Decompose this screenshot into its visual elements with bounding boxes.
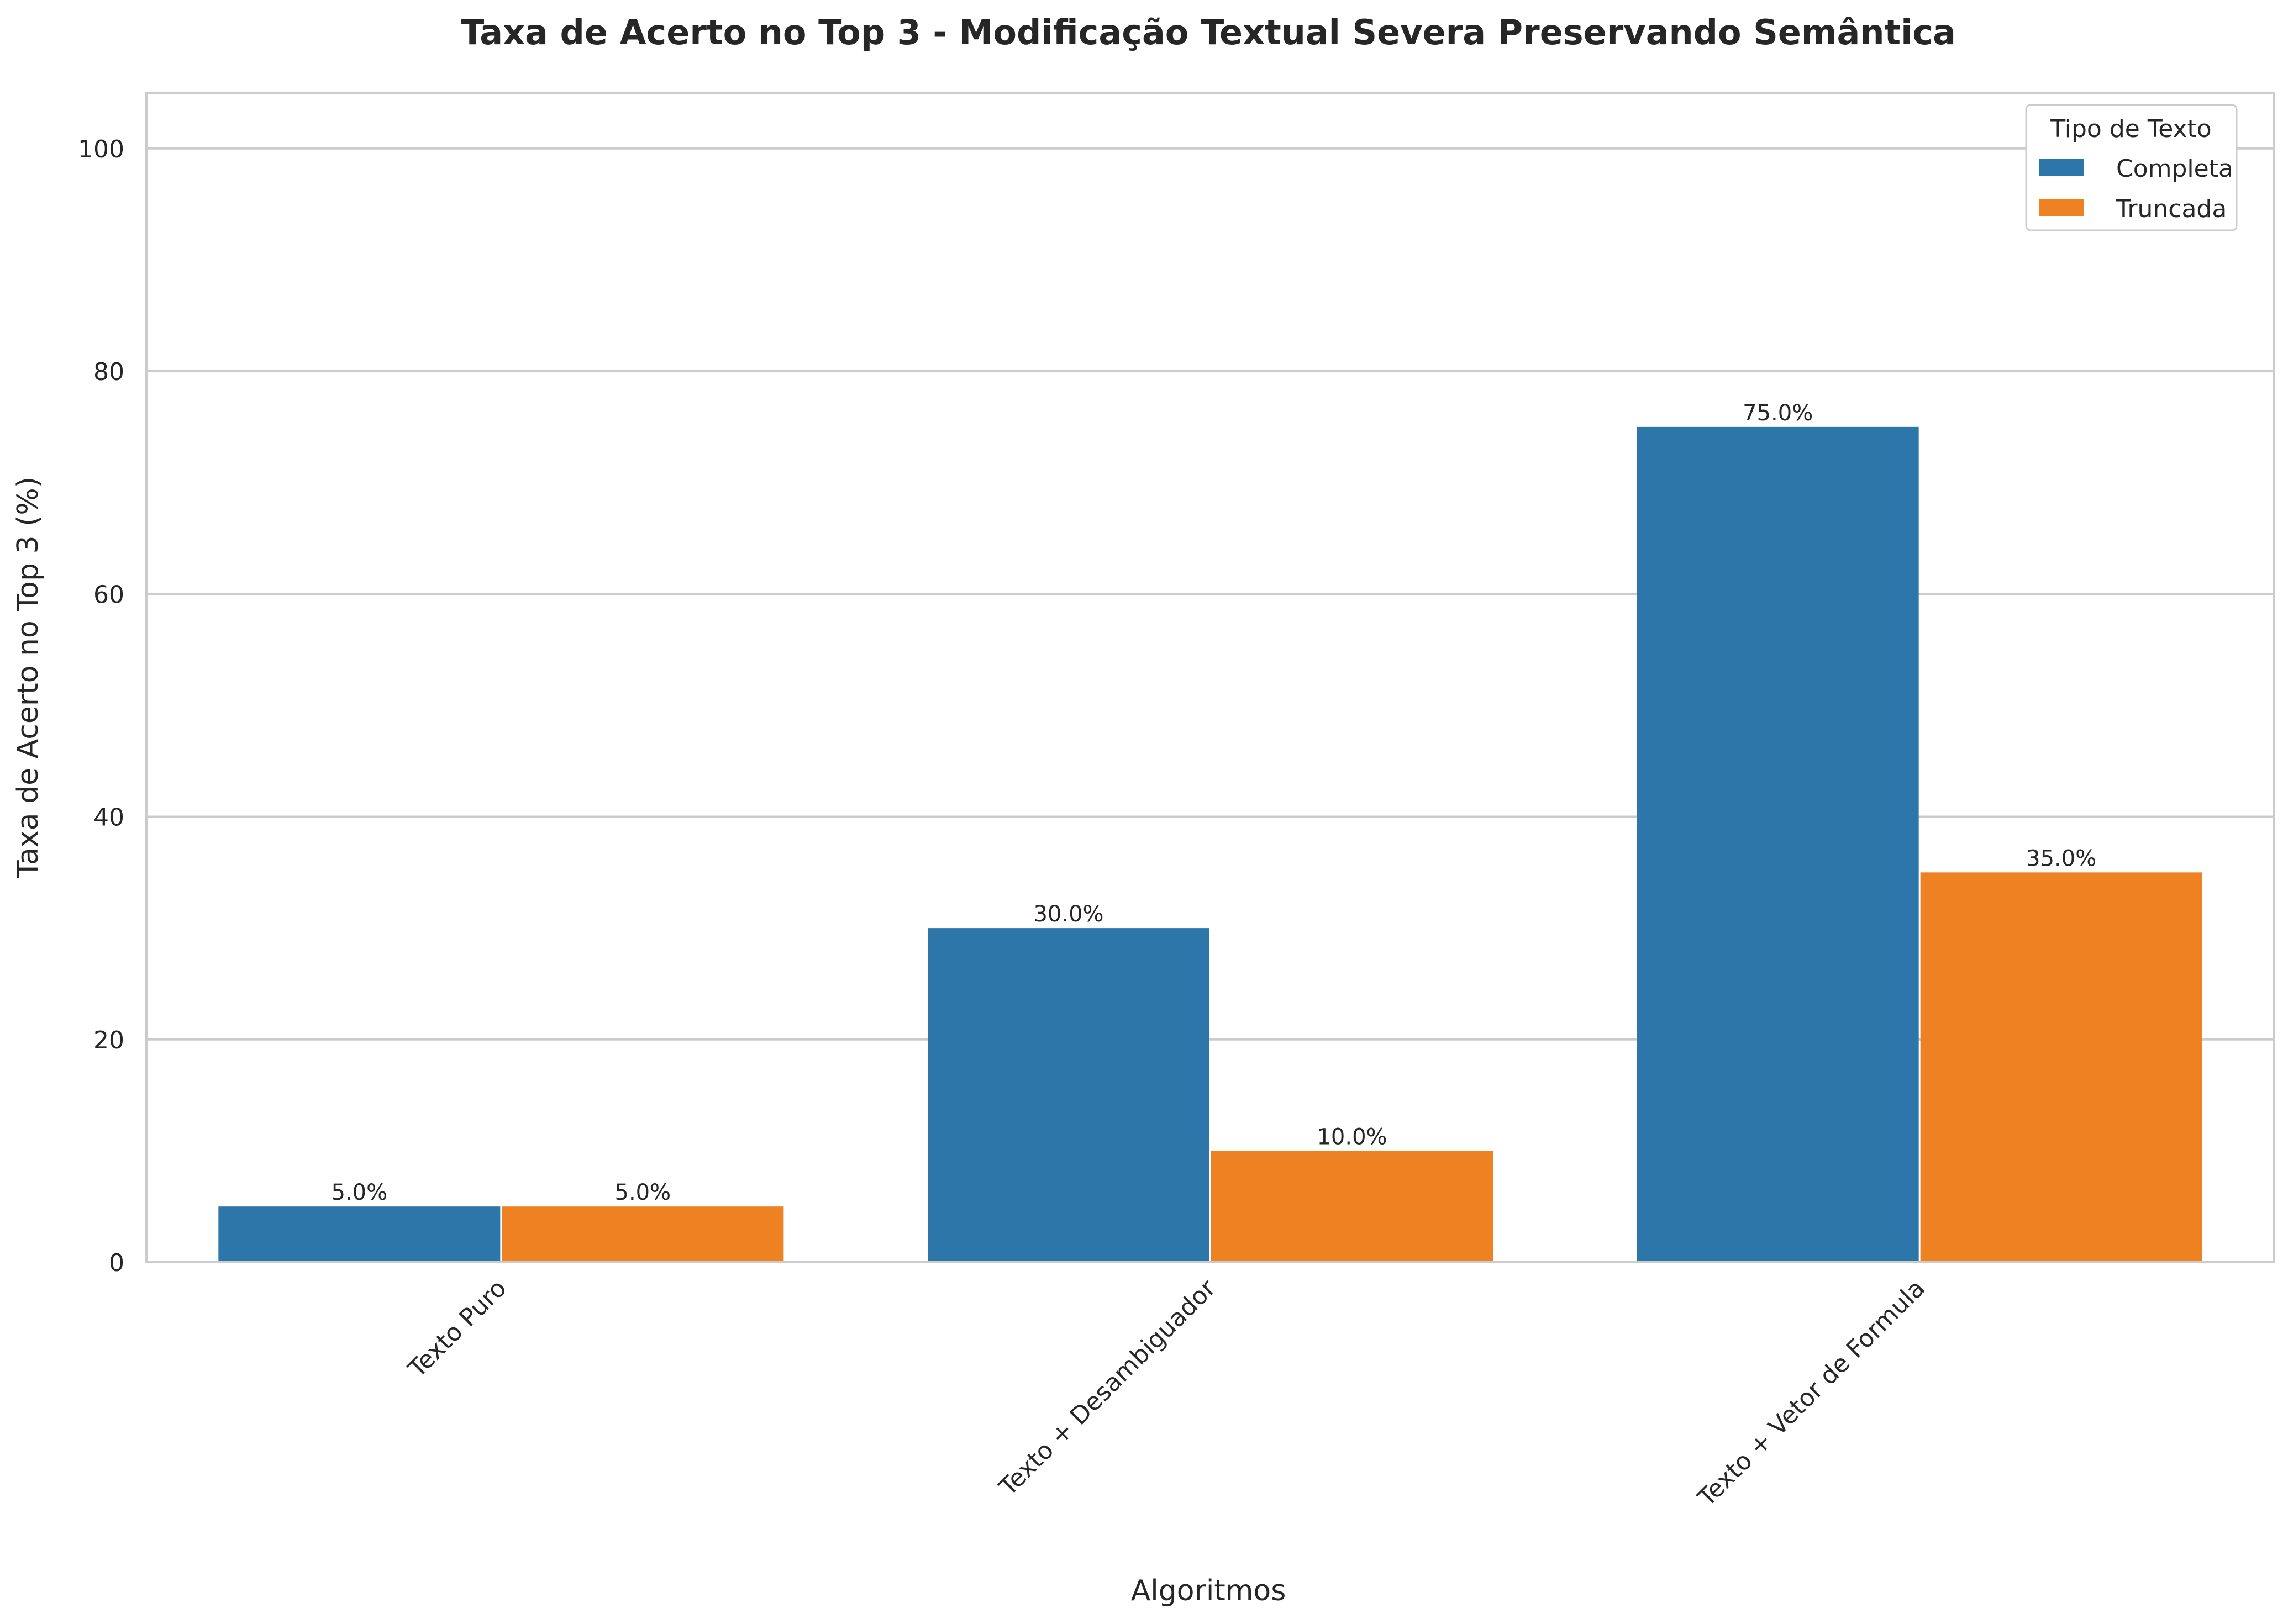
x-axis-label: Algoritmos <box>1131 1574 1286 1607</box>
legend-title: Tipo de Texto <box>2050 115 2211 143</box>
y-tick-label: 40 <box>93 804 124 832</box>
bar-completa-1 <box>218 1206 501 1262</box>
bar-completa-3 <box>1637 426 1919 1262</box>
bar-value-label: 5.0% <box>615 1180 671 1205</box>
y-tick-label: 100 <box>78 135 124 164</box>
bar-value-label: 10.0% <box>1317 1124 1387 1150</box>
gridlines <box>146 147 2274 1041</box>
bar-value-label: 5.0% <box>332 1180 388 1205</box>
y-tick-label: 60 <box>93 581 124 609</box>
bar-truncada-1 <box>502 1206 784 1262</box>
y-axis-ticks: 0 20 40 60 80 100 <box>78 135 124 1277</box>
legend-swatch-truncada <box>2039 199 2084 216</box>
bar-value-label: 30.0% <box>1033 901 1103 927</box>
bar-truncada-2 <box>1211 1151 1493 1262</box>
legend: Tipo de Texto Completa Truncada <box>2025 104 2238 231</box>
bar-truncada-3 <box>1920 872 2202 1262</box>
legend-label-truncada: Truncada <box>2116 195 2227 223</box>
legend-swatch-completa <box>2039 159 2084 176</box>
y-tick-label: 0 <box>109 1249 124 1277</box>
legend-box <box>2025 104 2238 231</box>
plot-frame <box>145 92 2275 1263</box>
bars: 5.0% 5.0% 30.0% 10.0% 75.0% 35.0% <box>218 400 2202 1262</box>
legend-label-completa: Completa <box>2116 155 2233 183</box>
y-axis-label: Taxa de Acerto no Top 3 (%) <box>12 477 45 878</box>
bar-value-label: 75.0% <box>1743 400 1813 426</box>
bar-value-label: 35.0% <box>2026 846 2096 871</box>
y-tick-label: 20 <box>93 1026 124 1054</box>
bar-completa-2 <box>928 928 1209 1262</box>
chart-title: Taxa de Acerto no Top 3 - Modificação Te… <box>461 12 1956 52</box>
y-tick-label: 80 <box>93 358 124 386</box>
